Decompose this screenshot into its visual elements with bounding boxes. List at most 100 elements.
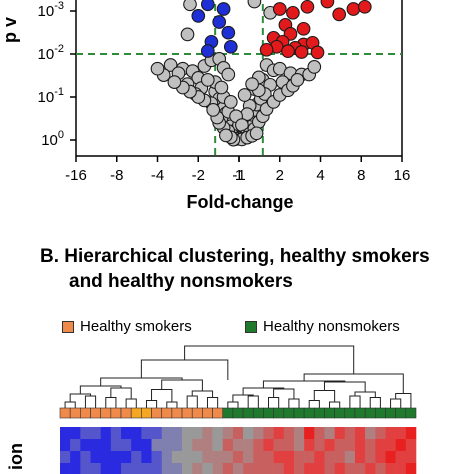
dendrogram-link [308, 400, 320, 408]
heatmap-cell [293, 439, 305, 452]
heatmap-cell [243, 451, 254, 464]
dendrogram-link [206, 397, 219, 408]
heatmap-cell [131, 463, 142, 474]
data-point [221, 25, 236, 40]
dendrogram-link [100, 377, 183, 386]
data-point [357, 0, 372, 14]
x-tick-label: -4 [151, 167, 164, 184]
heatmap-cell [192, 439, 203, 452]
group-color-cell [364, 407, 376, 419]
heatmap-cell [314, 427, 325, 440]
heatmap-cell [293, 451, 305, 464]
heatmap-cell [151, 427, 163, 440]
heatmap-cell [273, 463, 285, 474]
group-color-cell [344, 407, 356, 419]
heatmap-cell [131, 451, 142, 464]
heatmap-cell [60, 427, 71, 440]
heatmap-cell [304, 463, 315, 474]
heatmap-cell [232, 451, 244, 464]
heatmap-cell [304, 451, 315, 464]
heatmap-cell [354, 451, 366, 464]
heatmap-cell [354, 439, 366, 452]
heatmap-cell [243, 427, 254, 440]
legend-item-healthy-smokers: Healthy smokers [62, 318, 192, 335]
group-color-cell [242, 407, 254, 419]
group-color-cell [191, 407, 203, 419]
heatmap-cell [344, 439, 356, 452]
heatmap-cell [110, 451, 122, 464]
heatmap-cell [80, 463, 91, 474]
heatmap-cell [121, 463, 132, 474]
heatmap-cell [222, 463, 234, 474]
heatmap-cell [395, 463, 407, 474]
heatmap-cell [273, 427, 285, 440]
heatmap-cell [182, 463, 193, 474]
heatmap-cell [263, 427, 274, 440]
heatmap-cell [60, 451, 71, 464]
heatmap-cell [263, 451, 274, 464]
heatmap-cell [314, 463, 325, 474]
heatmap-cell [293, 463, 305, 474]
heatmap-row-label: ion [2, 436, 26, 474]
heatmap-cell [324, 451, 335, 464]
dendrogram-link [369, 397, 381, 408]
heatmap-cell [60, 439, 71, 452]
heatmap-cell [232, 463, 244, 474]
data-point [200, 73, 215, 87]
legend-label-smokers: Healthy smokers [80, 318, 192, 335]
y-tick-label: 10-2 [38, 43, 64, 63]
x-tick-label: -1 [232, 167, 245, 184]
heatmap-cell [344, 463, 356, 474]
x-tick-label: -16 [65, 167, 87, 184]
dendrogram-link [186, 395, 198, 408]
group-color-cell [334, 407, 346, 419]
heatmap-cell [334, 451, 346, 464]
heatmap-cell [263, 463, 274, 474]
data-point [296, 21, 311, 36]
data-point [294, 45, 309, 59]
heatmap-cell [253, 463, 264, 474]
data-point [200, 44, 215, 58]
y-axis-ticks: 10-3 10-2 10-1 100 [38, 0, 76, 149]
heatmap-cell [161, 427, 173, 440]
dendrogram-link [329, 401, 341, 408]
heatmap-cell [70, 451, 81, 464]
dendrogram-link [349, 395, 361, 408]
data-point [167, 75, 182, 89]
heatmap-cell [273, 439, 285, 452]
legend-item-healthy-nonsmokers: Healthy nonsmokers [245, 318, 400, 335]
heatmap-cell [70, 439, 81, 452]
heatmap-cell [90, 427, 101, 440]
dendrogram-link [145, 400, 158, 408]
dendrogram-link [79, 385, 122, 394]
legend-swatch-nonsmokers [245, 320, 257, 333]
heatmap-cell [395, 427, 407, 440]
heatmap-cell [273, 451, 285, 464]
heatmap-cell [222, 439, 234, 452]
dendrogram-link [288, 398, 300, 408]
heatmap-cell [243, 463, 254, 474]
heatmap-cell [80, 451, 91, 464]
data-points [150, 0, 372, 147]
group-color-bar [59, 407, 417, 419]
panel-b-title-line-1: B. Hierarchical clustering, healthy smok… [40, 246, 430, 267]
heatmap-cell [90, 439, 101, 452]
heatmap-cell [243, 439, 254, 452]
data-point [320, 0, 335, 9]
data-point [223, 95, 238, 109]
heatmap-cell [395, 439, 407, 452]
data-point [216, 2, 231, 16]
data-point [219, 128, 233, 143]
heatmap-cell [110, 463, 122, 474]
data-point [272, 2, 287, 16]
heatmap-cell [253, 439, 264, 452]
heatmap-cell [151, 451, 163, 464]
heatmap-cell [161, 463, 173, 474]
heatmap-cell [192, 427, 203, 440]
heatmap-cell [100, 439, 112, 452]
dendrogram-link [84, 395, 97, 408]
heatmap-cell [365, 451, 376, 464]
heatmap-cell [263, 439, 274, 452]
data-point [300, 0, 315, 14]
group-color-cell [110, 407, 122, 419]
